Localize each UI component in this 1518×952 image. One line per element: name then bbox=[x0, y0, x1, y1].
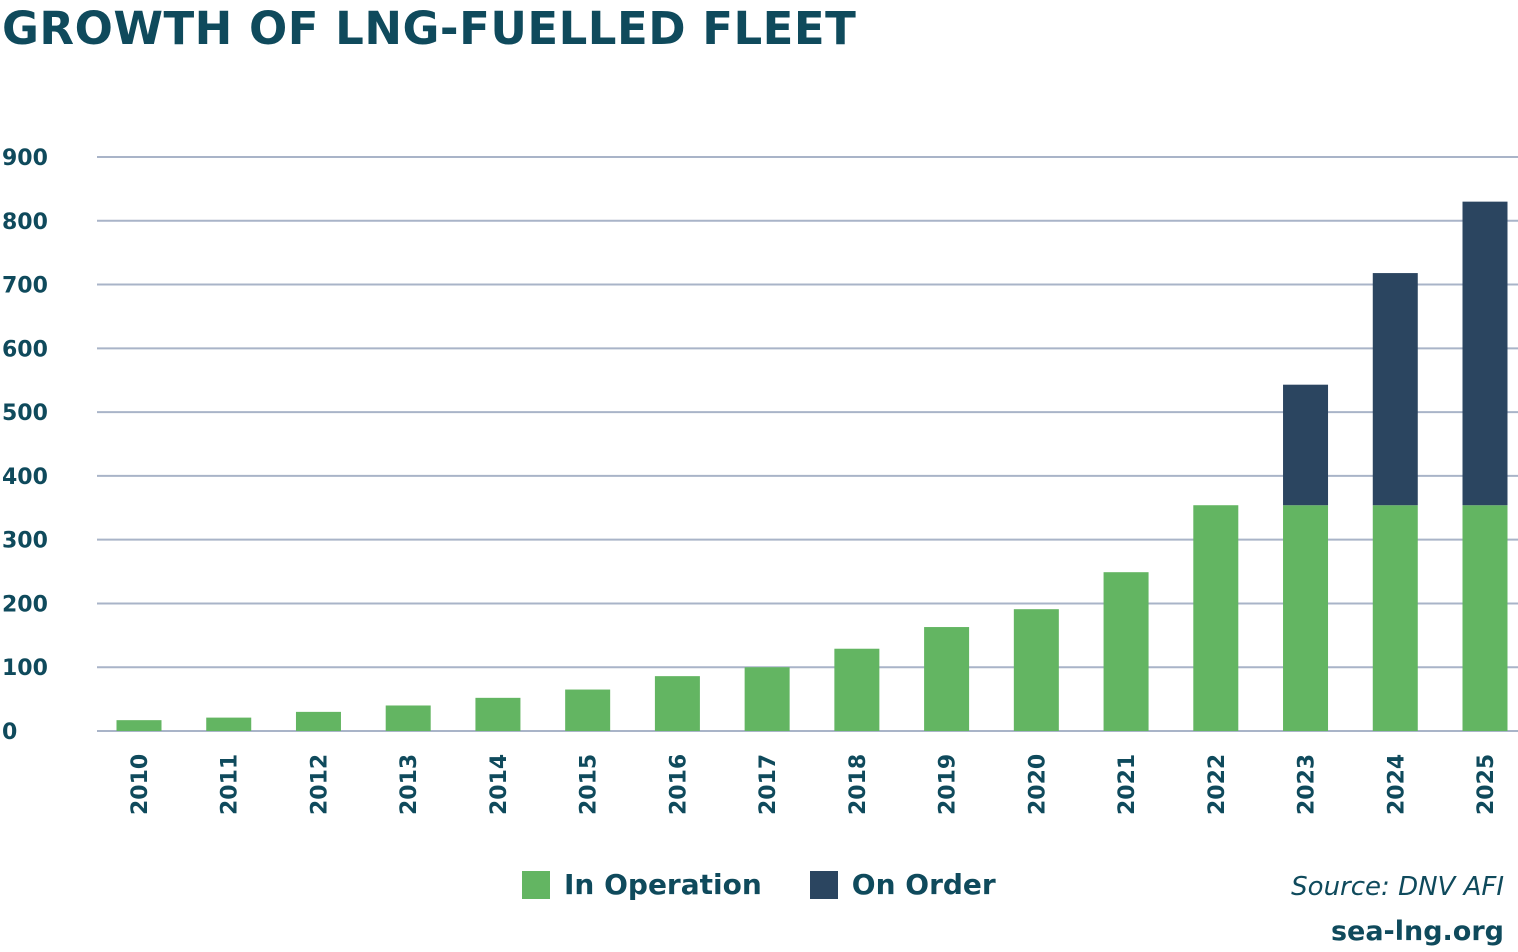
bar-in-operation-2013 bbox=[385, 705, 431, 731]
bar-in-operation-2018 bbox=[834, 648, 880, 731]
x-tick-label: 2014 bbox=[487, 754, 512, 815]
legend-swatch-on-order bbox=[809, 870, 838, 899]
legend-swatch-in-operation bbox=[522, 870, 550, 899]
legend-label: In Operation bbox=[564, 868, 762, 901]
bar-in-operation-2012 bbox=[295, 711, 341, 731]
legend: In Operation On Order bbox=[522, 868, 1044, 901]
y-tick-label: 200 bbox=[2, 592, 48, 617]
y-tick-label: 400 bbox=[2, 465, 48, 490]
bar-in-operation-2016 bbox=[654, 676, 700, 731]
bar-in-operation-2011 bbox=[206, 717, 252, 731]
legend-item-on-order: On Order bbox=[809, 868, 996, 901]
bar-in-operation-2017 bbox=[744, 667, 790, 731]
bar-in-operation-2015 bbox=[565, 689, 611, 731]
y-tick-label: 700 bbox=[2, 274, 48, 299]
x-tick-label: 2015 bbox=[577, 754, 602, 815]
legend-label: On Order bbox=[851, 868, 996, 901]
x-tick-label: 2012 bbox=[307, 754, 332, 815]
bar-in-operation-2020 bbox=[1013, 609, 1059, 731]
y-tick-label: 0 bbox=[2, 720, 17, 745]
y-tick-label: 600 bbox=[2, 337, 48, 362]
bar-in-operation-2021 bbox=[1103, 572, 1149, 731]
x-tick-label: 2023 bbox=[1295, 754, 1320, 815]
bar-in-operation-2019 bbox=[924, 627, 970, 731]
x-tick-label: 2018 bbox=[846, 754, 871, 815]
website-link[interactable]: sea-lng.org bbox=[1330, 916, 1504, 947]
x-tick-label: 2013 bbox=[397, 754, 422, 815]
x-tick-label: 2019 bbox=[936, 754, 961, 815]
x-tick-label: 2011 bbox=[218, 754, 243, 815]
x-tick-label: 2024 bbox=[1384, 754, 1409, 815]
bar-on-order-2024 bbox=[1372, 273, 1418, 506]
bar-in-operation-2025 bbox=[1462, 505, 1508, 731]
y-tick-label: 500 bbox=[2, 401, 48, 426]
x-tick-label: 2025 bbox=[1474, 754, 1499, 815]
source-note: Source: DNV AFI bbox=[1291, 872, 1504, 902]
y-tick-label: 100 bbox=[2, 656, 48, 681]
x-tick-label: 2022 bbox=[1205, 754, 1230, 815]
bar-in-operation-2014 bbox=[475, 697, 521, 731]
legend-item-in-operation: In Operation bbox=[522, 868, 762, 901]
x-tick-label: 2017 bbox=[756, 754, 781, 815]
y-tick-label: 800 bbox=[2, 210, 48, 235]
bar-in-operation-2024 bbox=[1372, 505, 1418, 731]
bar-in-operation-2010 bbox=[116, 720, 162, 731]
bar-in-operation-2023 bbox=[1283, 505, 1329, 731]
x-tick-label: 2010 bbox=[128, 754, 153, 815]
bar-on-order-2023 bbox=[1283, 384, 1329, 506]
y-tick-label: 900 bbox=[2, 146, 48, 171]
bar-in-operation-2022 bbox=[1193, 505, 1239, 731]
bar-chart: 0 100 200 300 400 500 600 700 800 900 2010 2011 2012… bbox=[2, 146, 1518, 815]
bar-on-order-2025 bbox=[1462, 201, 1508, 506]
y-tick-label: 300 bbox=[2, 529, 48, 554]
chart-title: GROWTH OF LNG-FUELLED FLEET bbox=[2, 2, 857, 55]
x-tick-label: 2020 bbox=[1025, 754, 1050, 815]
x-tick-label: 2021 bbox=[1115, 754, 1140, 815]
x-tick-label: 2016 bbox=[666, 754, 691, 815]
